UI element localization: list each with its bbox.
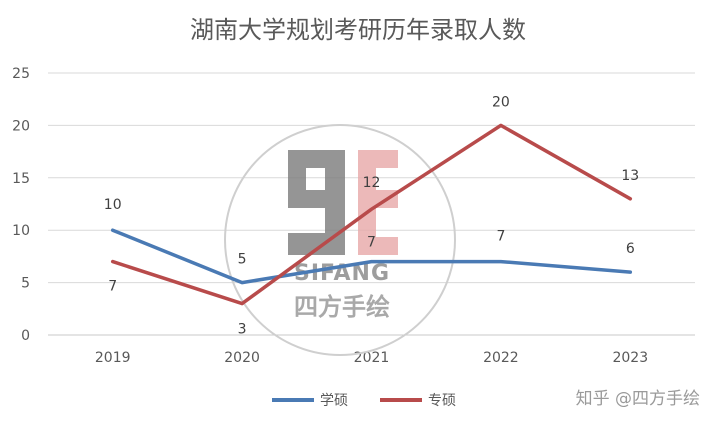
y-tick-label: 25 (12, 66, 30, 82)
y-tick-label: 15 (12, 171, 30, 187)
sifang-watermark-logo: SIFANG 四方手绘 (224, 124, 456, 356)
y-axis-ticks: 0 5 10 15 20 25 (12, 66, 30, 344)
x-tick-label: 2020 (224, 350, 260, 366)
y-tick-label: 10 (12, 223, 30, 239)
legend-label: 专硕 (428, 393, 456, 409)
chart-title: 湖南大学规划考研历年录取人数 (190, 16, 526, 44)
data-label: 5 (238, 252, 247, 268)
series-line-0 (110, 228, 633, 285)
watermark-circle (224, 124, 456, 356)
data-label: 7 (367, 235, 376, 251)
data-label: 7 (108, 279, 117, 295)
y-tick-label: 5 (21, 276, 30, 292)
data-labels: 10 5 7 7 6 7 3 12 20 13 (104, 94, 639, 337)
y-tick-label: 0 (21, 328, 30, 344)
x-axis-ticks: 2019 2020 2021 2022 2023 (95, 350, 648, 366)
series-line-1 (110, 123, 633, 306)
data-label: 13 (621, 168, 639, 184)
watermark-glyph-nine (288, 150, 345, 255)
y-tick-label: 20 (12, 118, 30, 134)
legend: 学硕 专硕 (272, 393, 456, 409)
data-label: 6 (626, 241, 635, 257)
series-lines (110, 123, 633, 306)
x-tick-label: 2021 (354, 350, 390, 366)
watermark-credit: 知乎 @四方手绘 (576, 389, 700, 409)
x-tick-label: 2022 (483, 350, 519, 366)
x-tick-label: 2023 (612, 350, 648, 366)
data-label: 10 (104, 197, 122, 213)
data-label: 20 (492, 94, 510, 110)
watermark-glyph-e (358, 150, 398, 255)
x-tick-label: 2019 (95, 350, 131, 366)
data-label: 12 (363, 175, 381, 191)
watermark-logo-subtext: 四方手绘 (294, 293, 390, 321)
data-label: 7 (496, 229, 505, 245)
data-label: 3 (238, 322, 247, 338)
legend-label: 学硕 (320, 393, 348, 409)
